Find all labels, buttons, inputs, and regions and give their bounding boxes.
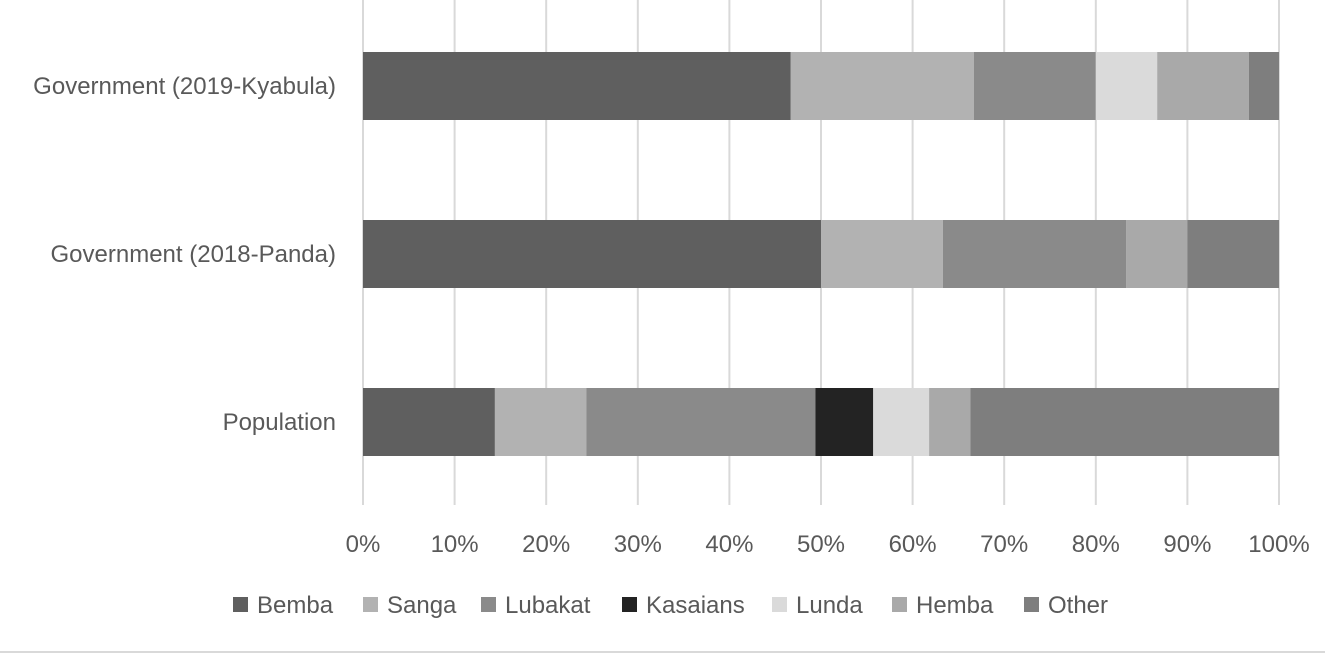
bar-segment-lubakat bbox=[973, 52, 1096, 120]
x-tick-label: 20% bbox=[522, 531, 570, 558]
x-tick-label: 50% bbox=[797, 531, 845, 558]
bottom-divider bbox=[0, 651, 1325, 653]
x-tick-label: 80% bbox=[1072, 531, 1120, 558]
category-label: Government (2018-Panda) bbox=[51, 241, 337, 268]
bar-segment-hemba bbox=[929, 388, 971, 456]
legend-swatch-lunda bbox=[772, 597, 787, 612]
bar-segment-bemba bbox=[363, 52, 791, 120]
legend-label-lubakat: Lubakat bbox=[505, 592, 591, 619]
x-tick-label: 70% bbox=[980, 531, 1028, 558]
legend-swatch-hemba bbox=[892, 597, 907, 612]
bars bbox=[363, 52, 1279, 456]
legend-label-sanga: Sanga bbox=[387, 592, 457, 619]
x-tick-label: 0% bbox=[346, 531, 381, 558]
legend-swatch-other bbox=[1024, 597, 1039, 612]
bar-segment-sanga bbox=[821, 220, 943, 288]
bar-segment-lubakat bbox=[586, 388, 816, 456]
bar-segment-sanga bbox=[494, 388, 587, 456]
legend-label-lunda: Lunda bbox=[796, 592, 863, 619]
category-labels: Government (2019-Kyabula) Government (201… bbox=[33, 73, 336, 436]
bar-segment-hemba bbox=[1157, 52, 1249, 120]
bar-segment-other bbox=[1187, 220, 1279, 288]
category-label: Population bbox=[223, 409, 336, 436]
bar-segment-other bbox=[970, 388, 1279, 456]
bar-segment-bemba bbox=[363, 220, 821, 288]
legend-swatch-bemba bbox=[233, 597, 248, 612]
bar-segment-lunda bbox=[1095, 52, 1158, 120]
legend-swatch-sanga bbox=[363, 597, 378, 612]
x-axis-tick-labels: 0% 10% 20% 30% 40% 50% 60% 70% 80% 90% 100% bbox=[346, 531, 1310, 558]
bar-segment-lunda bbox=[873, 388, 930, 456]
x-tick-label: 60% bbox=[889, 531, 937, 558]
legend-swatch-lubakat bbox=[481, 597, 496, 612]
legend-label-bemba: Bemba bbox=[257, 592, 334, 619]
x-tick-label: 10% bbox=[431, 531, 479, 558]
legend-swatch-kasaians bbox=[622, 597, 637, 612]
x-tick-label: 90% bbox=[1163, 531, 1211, 558]
legend: Bemba Sanga Lubakat Kasaians Lunda Hemba Other bbox=[233, 592, 1108, 619]
bar-segment-lubakat bbox=[942, 220, 1127, 288]
bar-segment-hemba bbox=[1126, 220, 1188, 288]
bar-segment-sanga bbox=[790, 52, 974, 120]
bar-segment-kasaians bbox=[815, 388, 874, 456]
legend-label-hemba: Hemba bbox=[916, 592, 994, 619]
category-label: Government (2019-Kyabula) bbox=[33, 73, 336, 100]
x-tick-label: 30% bbox=[614, 531, 662, 558]
bar-segment-bemba bbox=[363, 388, 495, 456]
x-tick-label: 40% bbox=[705, 531, 753, 558]
legend-label-kasaians: Kasaians bbox=[646, 592, 745, 619]
x-tick-label: 100% bbox=[1248, 531, 1309, 558]
legend-label-other: Other bbox=[1048, 592, 1108, 619]
bar-segment-other bbox=[1248, 52, 1279, 120]
